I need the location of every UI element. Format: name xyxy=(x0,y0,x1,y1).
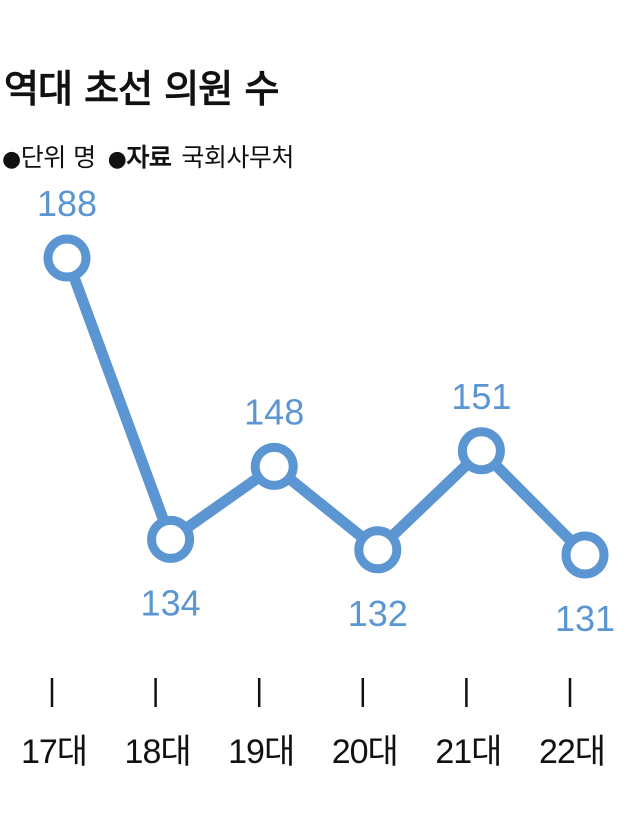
value-label: 134 xyxy=(141,582,201,623)
data-point-22대 xyxy=(561,531,609,579)
value-label: 148 xyxy=(244,391,304,432)
data-point-18대 xyxy=(147,515,195,563)
unit-bullet: ● xyxy=(2,147,21,172)
x-tick-label: 20대 xyxy=(332,733,398,771)
chart-title: 역대 초선 의원 수 xyxy=(4,67,279,111)
x-tick-label: 21대 xyxy=(435,733,501,771)
x-tick-label: 19대 xyxy=(228,733,294,771)
chart-meta: ●단위 명 ●자료 국회사무처 xyxy=(2,138,294,174)
source-label: 자료 xyxy=(126,143,172,172)
value-label: 188 xyxy=(37,183,97,224)
source-value: 국회사무처 xyxy=(181,143,294,172)
unit-text: 단위 명 xyxy=(20,143,96,172)
value-label: 132 xyxy=(348,593,408,634)
x-tick-label: 17대 xyxy=(21,733,87,771)
value-label: 151 xyxy=(451,376,511,417)
x-tick-label: 18대 xyxy=(125,733,191,771)
x-label-layer: 17대 18대 19대 20대 21대 22대 xyxy=(21,733,606,771)
value-label-layer: 188 134 148 132 151 131 xyxy=(37,183,615,639)
marker-layer xyxy=(43,234,609,579)
series-line-layer xyxy=(61,252,591,561)
x-tick-layer xyxy=(50,678,572,707)
data-point-20대 xyxy=(354,526,402,574)
x-tick-label: 22대 xyxy=(539,733,605,771)
value-label: 131 xyxy=(555,598,615,639)
data-point-19대 xyxy=(250,442,298,490)
series-line xyxy=(61,252,591,561)
data-point-17대 xyxy=(43,234,91,282)
data-point-21대 xyxy=(457,427,505,475)
source-bullet: ● xyxy=(107,147,127,172)
